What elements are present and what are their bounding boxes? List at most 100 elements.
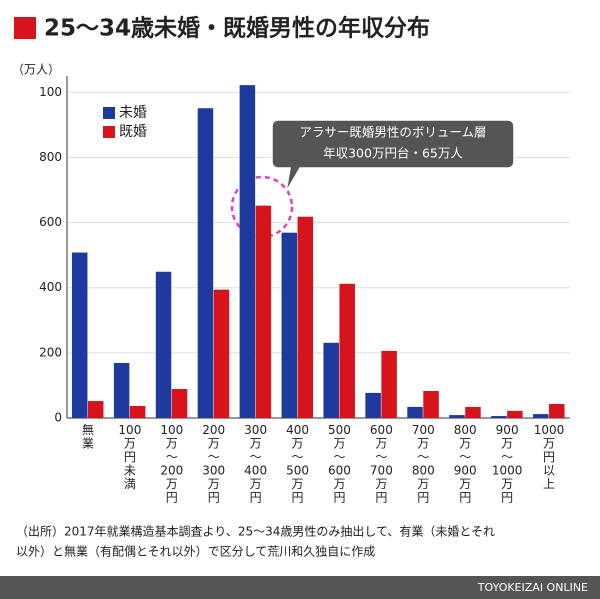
bar [281, 232, 298, 418]
x-tick-part: 600 [370, 423, 393, 437]
x-tick-part: 800 [412, 463, 435, 477]
x-tick-part: 円 [333, 490, 345, 504]
bar [407, 406, 423, 418]
bar [449, 415, 465, 418]
x-tick-part: 万 [501, 477, 513, 491]
x-tick-part: 1000 [534, 423, 565, 437]
x-tick-part: 〜 [250, 450, 262, 464]
chart-title: 25～34歳未婚・既婚男性の年収分布 [44, 15, 430, 42]
x-tick-part: 700 [370, 463, 393, 477]
x-tick-part: 500 [286, 463, 309, 477]
x-tick-part: 円 [543, 450, 555, 464]
x-tick-part: 万 [208, 436, 220, 450]
annotation: アラサー既婚男性のボリューム層 [299, 125, 486, 140]
legend-label: 未婚 [119, 105, 147, 121]
x-tick-part: 〜 [208, 450, 220, 464]
bar [255, 205, 272, 418]
bar [381, 350, 397, 418]
x-tick-part: 上 [543, 477, 555, 491]
bar [507, 410, 523, 418]
x-tick-part: 〜 [459, 450, 471, 464]
x-tick-part: 600 [328, 463, 351, 477]
x-tick-part: 万 [459, 477, 471, 491]
x-tick-part: 400 [244, 463, 267, 477]
bar [129, 405, 146, 418]
x-tick-part: 円 [124, 450, 136, 464]
bar [155, 271, 172, 418]
bar [491, 416, 507, 418]
x-tick-label: 500 万〜 600 万円 [328, 423, 351, 505]
x-tick-part: 〜 [375, 450, 387, 464]
x-tick-part: 900 [496, 423, 519, 437]
x-tick-part: 万 [459, 436, 471, 450]
bar [239, 85, 256, 419]
x-tick-part: 以 [543, 463, 555, 477]
bar [87, 401, 104, 418]
bar [465, 406, 481, 418]
bar [365, 392, 381, 418]
bar [339, 283, 355, 418]
x-tick-label: 400 万〜 500 万円 [286, 423, 309, 505]
footer-bar [0, 576, 600, 599]
x-tick-label: 100 万〜 200 万円 [160, 423, 183, 505]
bar [113, 362, 130, 418]
x-tick-part: 〜 [292, 450, 304, 464]
x-tick-part: 万 [292, 477, 304, 491]
y-tick-label: 200 [39, 345, 62, 359]
x-tick-label: 100 万円未満 [118, 423, 141, 491]
x-tick-part: 800 [454, 423, 477, 437]
x-tick-part: 満 [124, 477, 136, 491]
y-tick-label: 400 [39, 280, 62, 294]
bar [533, 414, 549, 418]
x-tick-part: 万 [375, 436, 387, 450]
x-tick-part: 万 [250, 436, 262, 450]
y-unit: （万人） [12, 63, 60, 77]
x-tick-part: 円 [417, 490, 429, 504]
x-tick-part: 万 [417, 436, 429, 450]
footer: TOYOKEIZAI ONLINE [477, 581, 588, 594]
x-tick-part: 〜 [166, 450, 178, 464]
x-tick-part: 1000 [492, 463, 523, 477]
x-tick-part: 万 [124, 436, 136, 450]
x-tick-label: 無業 [82, 422, 94, 451]
x-tick-part: 万 [375, 477, 387, 491]
x-tick-label: 1000 万円以上 [534, 423, 565, 491]
x-tick-part: 100 [118, 423, 141, 437]
x-tick-part: 万 [543, 436, 555, 450]
x-tick-part: 〜 [501, 450, 513, 464]
x-tick-part: 万 [333, 436, 345, 450]
bar [213, 289, 230, 418]
x-tick-part: 万 [292, 436, 304, 450]
x-tick-part: 万 [166, 436, 178, 450]
annotation-bubble [271, 119, 515, 193]
x-tick-part: 円 [166, 490, 178, 504]
bar [549, 403, 565, 418]
y-tick-label: 100 [39, 85, 62, 99]
x-tick-part: 円 [459, 490, 471, 504]
source-note: 以外）と無業（有配偶とそれ以外）で区分して荒川和久独自に作成 [16, 544, 375, 559]
x-tick-label: 200 万〜 300 万円 [202, 423, 225, 505]
source-note: （出所）2017年就業構造基本調査より、25～34歳男性のみ抽出して、有業（未婚… [16, 525, 495, 539]
bar [323, 342, 339, 418]
x-tick-part: 300 [244, 423, 267, 437]
x-tick-part: 300 [202, 463, 225, 477]
legend-swatch [103, 107, 115, 119]
x-tick-part: 900 [454, 463, 477, 477]
x-tick-part: 万 [501, 436, 513, 450]
x-tick-part: 〜 [417, 450, 429, 464]
x-tick-part: 無 [82, 422, 94, 437]
x-tick-part: 円 [501, 490, 513, 504]
bar [197, 108, 214, 418]
x-tick-part: 万 [166, 477, 178, 491]
x-tick-part: 円 [208, 490, 220, 504]
x-tick-label: 600 万〜 700 万円 [370, 423, 393, 505]
x-tick-label: 700 万〜 800 万円 [412, 423, 435, 505]
x-tick-part: 700 [412, 423, 435, 437]
legend-swatch [103, 126, 115, 138]
x-tick-part: 400 [286, 423, 309, 437]
x-tick-part: 〜 [333, 450, 345, 464]
x-tick-part: 200 [202, 423, 225, 437]
x-tick-label: 900 万〜 1000 万円 [492, 423, 523, 505]
legend-label: 既婚 [119, 124, 147, 140]
